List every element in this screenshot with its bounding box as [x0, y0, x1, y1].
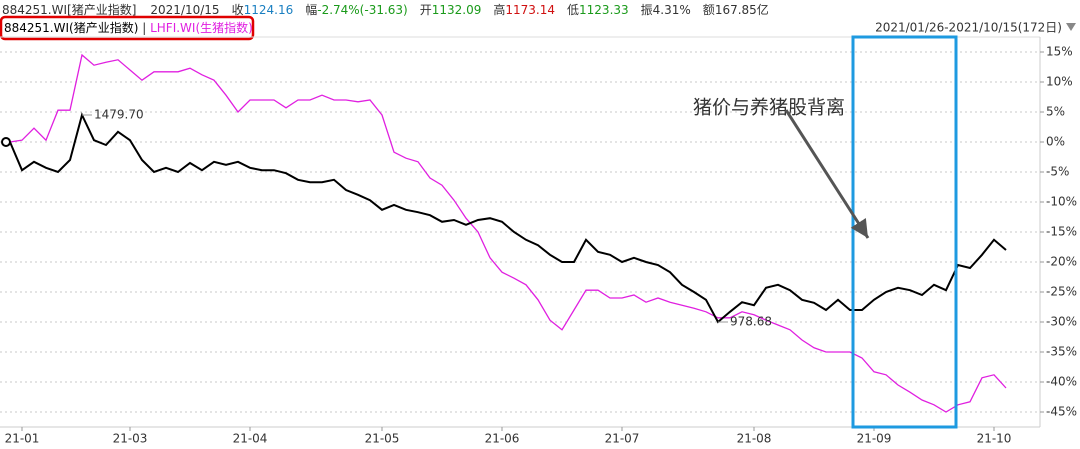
- y-tick-label: -45%: [1046, 405, 1077, 419]
- start-marker: [1, 137, 11, 147]
- annotation: 978.68: [730, 315, 772, 329]
- y-tick-label: -35%: [1046, 345, 1077, 359]
- header-value: -2.74%(-31.63): [317, 3, 408, 17]
- x-tick-label: 21-04: [233, 432, 268, 446]
- callout-arrow: [784, 109, 870, 239]
- header-value: 1123.33: [579, 3, 629, 17]
- x-tick-label: 21-09: [857, 432, 892, 446]
- header-label: 额: [703, 3, 715, 17]
- legend-separator: |: [138, 21, 150, 35]
- header-code: 884251.WI[猪产业指数]: [2, 2, 136, 17]
- y-tick-label: -25%: [1046, 285, 1077, 299]
- header-label: 幅: [305, 2, 317, 17]
- x-tick-label: 21-10: [977, 432, 1012, 446]
- header-date: 2021/10/15: [150, 3, 219, 17]
- header-value: 4.31%: [653, 3, 691, 17]
- header-label: 高: [493, 2, 505, 17]
- legend: 884251.WI(猪产业指数) | LHFI.WI(生猪指数): [4, 20, 253, 35]
- y-tick-label: -10%: [1046, 195, 1077, 209]
- x-tick-label: 21-08: [737, 432, 772, 446]
- y-tick-label: 15%: [1046, 45, 1073, 59]
- legend-entry: LHFI.WI(生猪指数): [150, 20, 253, 35]
- legend-entry: 884251.WI(猪产业指数): [4, 20, 138, 35]
- range-label: 2021/01/26-2021/10/15(172日): [875, 21, 1062, 35]
- header-label: 收: [232, 3, 244, 17]
- y-tick-label: -30%: [1046, 315, 1077, 329]
- y-tick-label: -5%: [1046, 165, 1069, 179]
- series-line: [9, 53, 1007, 413]
- x-tick-label: 21-01: [5, 432, 40, 446]
- y-tick-label: 5%: [1046, 105, 1065, 119]
- header: 884251.WI[猪产业指数] 2021/10/15 收1124.16 幅-2.74…: [2, 2, 769, 17]
- y-tick-label: -20%: [1046, 255, 1077, 269]
- y-tick-label: 0%: [1046, 135, 1065, 149]
- header-value: 1124.16: [244, 3, 294, 17]
- header-label: 低: [567, 3, 579, 17]
- header-label: 开: [420, 3, 432, 17]
- header-value: 1173.14: [505, 3, 555, 17]
- y-tick-label: -40%: [1046, 375, 1077, 389]
- legend-box: [0, 15, 255, 41]
- dropdown-icon[interactable]: [1066, 23, 1076, 31]
- y-tick-label: 10%: [1046, 75, 1073, 89]
- callout-text: 猪价与养猪股背离: [693, 97, 845, 119]
- y-tick-label: -15%: [1046, 225, 1077, 239]
- x-tick-label: 21-05: [365, 432, 400, 446]
- x-tick-label: 21-06: [485, 432, 520, 446]
- series-line: [9, 112, 1007, 324]
- header-value: 167.85亿: [715, 2, 769, 17]
- x-tick-label: 21-03: [113, 432, 148, 446]
- annotation: 1479.70: [94, 108, 144, 122]
- header-label: 振: [641, 3, 653, 17]
- header-value: 1132.09: [432, 3, 482, 17]
- x-tick-label: 21-07: [605, 432, 640, 446]
